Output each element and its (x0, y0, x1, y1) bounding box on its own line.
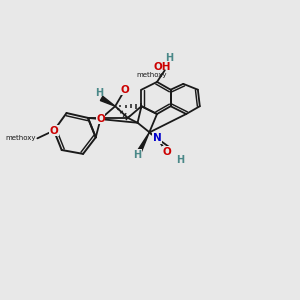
Text: O: O (50, 125, 58, 136)
Text: OH: OH (153, 62, 171, 72)
Text: H: H (166, 52, 174, 63)
Polygon shape (100, 96, 115, 106)
Text: methoxy: methoxy (136, 72, 167, 78)
Text: N: N (153, 133, 161, 143)
Text: H: H (176, 155, 184, 165)
Text: methoxy: methoxy (5, 135, 35, 141)
Text: O: O (162, 147, 171, 157)
Text: O: O (96, 114, 105, 124)
Polygon shape (135, 133, 149, 156)
Text: H: H (134, 150, 142, 160)
Text: O: O (121, 85, 129, 95)
Text: H: H (96, 88, 104, 98)
